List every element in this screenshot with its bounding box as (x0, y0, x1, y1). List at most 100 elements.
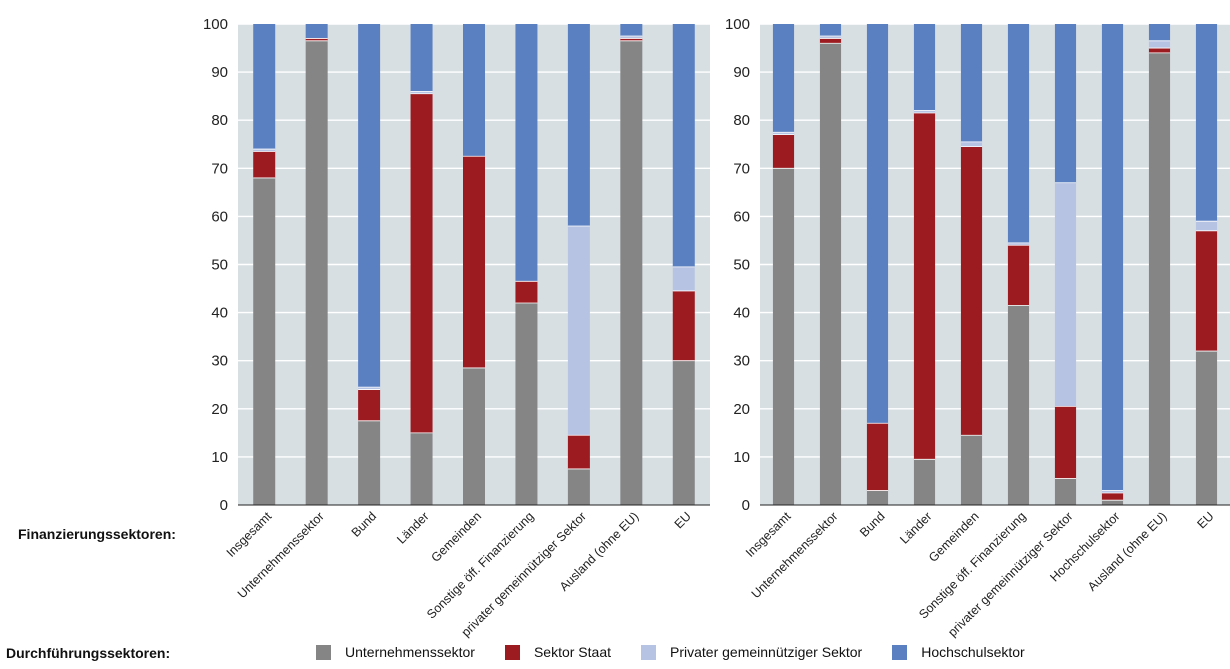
bar-insgesamt-sektor-staat (772, 134, 795, 169)
bar-eu-sektor-staat (1195, 230, 1218, 352)
y-tick-label: 10 (211, 449, 228, 466)
y-tick-label: 20 (733, 401, 750, 418)
bar-gemeinden-privater-gemeinnuetziger-sektor (960, 141, 983, 147)
bar-sonstige-oeff-finanzierung-sektor-staat (515, 281, 538, 303)
bar-insgesamt-unternehmenssektor (772, 168, 795, 506)
bar-unternehmenssektor-privater-gemeinnuetziger-sektor (819, 36, 842, 39)
bar-eu-privater-gemeinnuetziger-sektor (672, 266, 695, 291)
x-tick-label-gemeinden: Gemeinden (429, 509, 485, 565)
bar-privater-gemeinnuetziger-sektor-unternehmenssektor (1054, 478, 1077, 505)
legend-swatch-privater-sektor (641, 644, 656, 660)
bar-hochschulsektor-privater-gemeinnuetziger-sektor (1101, 490, 1124, 493)
x-tick-label-ausland-ohne-eu: Ausland (ohne EU) (1085, 509, 1170, 594)
bar-privater-gemeinnuetziger-sektor-sektor-staat (567, 435, 590, 469)
x-tick-label-sonstige-oeff-finanzierung: Sonstige öff. Finanzierung (424, 509, 536, 621)
y-tick-label: 60 (733, 208, 750, 225)
bar-insgesamt-sektor-staat (253, 151, 276, 178)
legend-label: Hochschulsektor (921, 644, 1025, 660)
bar-gemeinden-unternehmenssektor (960, 435, 983, 505)
bar-laender-hochschulsektor (913, 24, 936, 111)
bar-sonstige-oeff-finanzierung-privater-gemeinnuetziger-sektor (1007, 242, 1030, 246)
x-tick-label-unternehmenssektor: Unternehmenssektor (749, 509, 841, 601)
bar-bund-sektor-staat (358, 389, 381, 421)
bar-bund-hochschulsektor (358, 24, 381, 388)
legend-swatch-hochschulsektor (892, 644, 908, 660)
bar-laender-privater-gemeinnuetziger-sektor (410, 91, 433, 94)
bar-unternehmenssektor-hochschulsektor (305, 24, 328, 39)
bar-gemeinden-unternehmenssektor (463, 367, 485, 505)
legend-item-sektor-staat: Sektor Staat (504, 644, 611, 660)
bar-gemeinden-sektor-staat (960, 146, 983, 436)
bar-gemeinden-hochschulsektor (463, 24, 485, 157)
x-tick-label-laender: Länder (897, 509, 934, 546)
financing-sectors-label: Finanzierungssektoren: (18, 526, 176, 542)
bar-laender-hochschulsektor (410, 24, 433, 92)
bar-sonstige-oeff-finanzierung-hochschulsektor (515, 24, 538, 282)
bar-gemeinden-hochschulsektor (960, 24, 983, 142)
bar-ausland-ohne-eu-privater-gemeinnuetziger-sektor (1148, 40, 1171, 49)
bar-privater-gemeinnuetziger-sektor-unternehmenssektor (567, 468, 590, 505)
bar-unternehmenssektor-sektor-staat (819, 38, 842, 44)
legend-label: Sektor Staat (533, 644, 611, 660)
bar-hochschulsektor-sektor-staat (1101, 492, 1124, 501)
x-tick-label-eu: EU (672, 509, 694, 531)
x-tick-label-unternehmenssektor: Unternehmenssektor (235, 509, 327, 601)
bar-sonstige-oeff-finanzierung-sektor-staat (1007, 245, 1030, 306)
bar-ausland-ohne-eu-sektor-staat (620, 38, 643, 41)
bar-ausland-ohne-eu-unternehmenssektor (620, 40, 643, 506)
bar-laender-sektor-staat (410, 93, 433, 433)
bar-bund-unternehmenssektor (866, 490, 889, 505)
bar-ausland-ohne-eu-hochschulsektor (620, 24, 643, 37)
bar-insgesamt-privater-gemeinnuetziger-sektor (253, 149, 276, 152)
legend-swatch-sektor-staat (504, 644, 520, 660)
y-tick-label: 50 (733, 257, 750, 274)
bar-eu-hochschulsektor (672, 24, 695, 267)
bar-sonstige-oeff-finanzierung-unternehmenssektor (515, 302, 538, 505)
bar-bund-sektor-staat (866, 423, 889, 491)
bar-hochschulsektor-hochschulsektor (1101, 24, 1124, 491)
y-tick-label: 10 (733, 449, 750, 466)
y-tick-label: 30 (733, 353, 750, 370)
y-tick-label: 60 (211, 208, 228, 225)
x-tick-label-insgesamt: Insgesamt (224, 509, 275, 560)
bar-hochschulsektor-unternehmenssektor (1101, 500, 1124, 505)
legend-label: Unternehmenssektor (345, 644, 475, 660)
legend-item-unternehmenssektor: Unternehmenssektor (316, 644, 475, 660)
bar-eu-unternehmenssektor (672, 360, 695, 505)
bar-bund-unternehmenssektor (358, 420, 381, 505)
x-tick-label-eu: EU (1194, 509, 1216, 531)
bar-privater-gemeinnuetziger-sektor-hochschulsektor (567, 24, 590, 227)
y-tick-label: 0 (742, 497, 750, 514)
bar-unternehmenssektor-sektor-staat (305, 38, 328, 41)
bar-sonstige-oeff-finanzierung-hochschulsektor (1007, 24, 1030, 243)
legend-item-privater-sektor: Privater gemeinnütziger Sektor (641, 644, 862, 660)
y-tick-label: 90 (211, 64, 228, 81)
bar-gemeinden-sektor-staat (463, 156, 485, 368)
bar-eu-hochschulsektor (1195, 24, 1218, 222)
bar-ausland-ohne-eu-privater-gemeinnuetziger-sektor (620, 36, 643, 39)
y-tick-label: 70 (733, 160, 750, 177)
bar-privater-gemeinnuetziger-sektor-privater-gemeinnuetziger-sektor (1054, 182, 1077, 407)
y-tick-label: 30 (211, 353, 228, 370)
x-tick-label-bund: Bund (857, 509, 888, 540)
bar-insgesamt-hochschulsektor (772, 24, 795, 133)
bar-insgesamt-unternehmenssektor (253, 177, 276, 506)
y-tick-label: 70 (211, 160, 228, 177)
x-tick-label-bund: Bund (349, 509, 380, 540)
y-tick-label: 20 (211, 401, 228, 418)
y-tick-label: 100 (203, 16, 228, 33)
x-tick-label-laender: Länder (394, 509, 431, 546)
bar-privater-gemeinnuetziger-sektor-sektor-staat (1054, 406, 1077, 479)
y-tick-label: 80 (211, 112, 228, 129)
bar-laender-sektor-staat (913, 112, 936, 460)
bar-eu-sektor-staat (672, 290, 695, 361)
bar-bund-hochschulsektor (866, 24, 889, 424)
legend: Unternehmenssektor Sektor Staat Privater… (316, 644, 1055, 660)
bar-privater-gemeinnuetziger-sektor-hochschulsektor (1054, 24, 1077, 183)
bar-unternehmenssektor-unternehmenssektor (819, 43, 842, 506)
bar-eu-privater-gemeinnuetziger-sektor (1195, 221, 1218, 231)
bar-eu-unternehmenssektor (1195, 351, 1218, 505)
bar-unternehmenssektor-unternehmenssektor (305, 40, 328, 506)
y-tick-label: 40 (733, 305, 750, 322)
